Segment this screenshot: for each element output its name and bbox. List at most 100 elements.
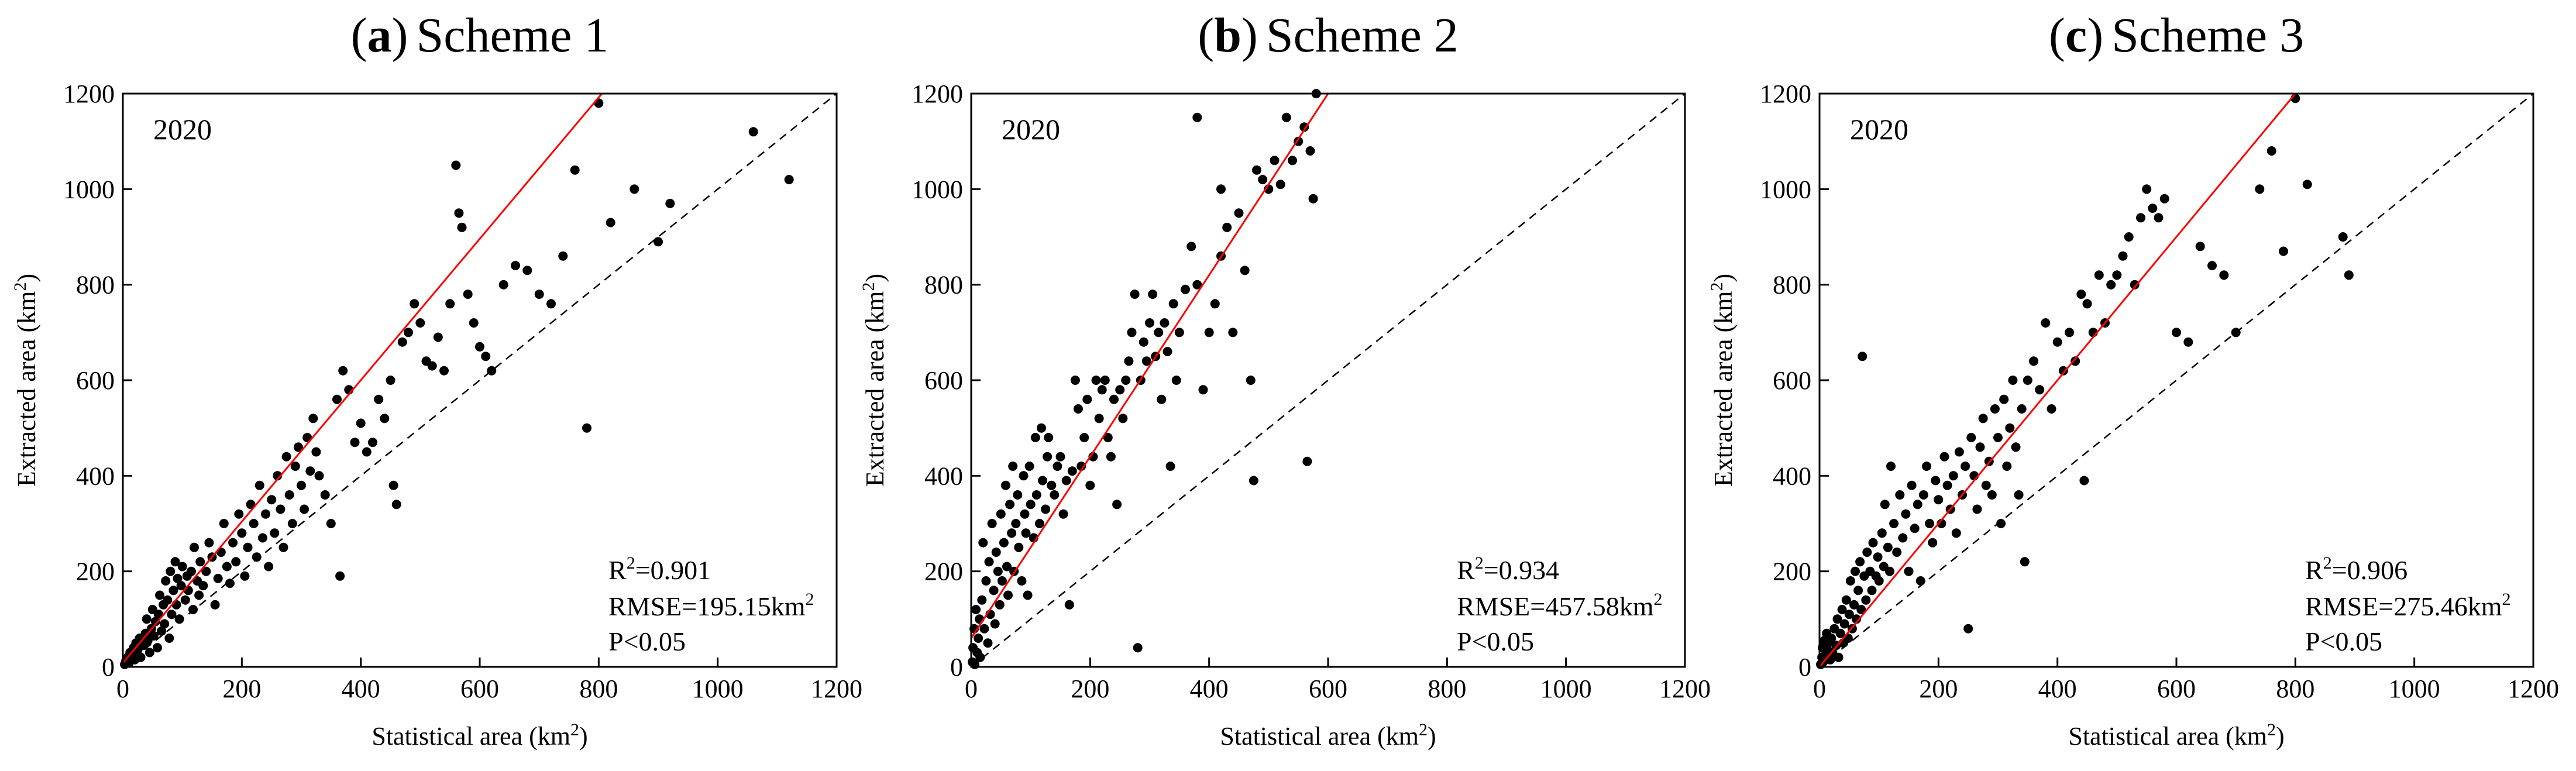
data-point <box>582 423 591 433</box>
data-point <box>267 495 277 505</box>
data-point <box>1021 528 1031 538</box>
data-point <box>1160 318 1170 328</box>
data-point <box>1106 452 1116 462</box>
data-point <box>1996 519 2006 528</box>
data-point <box>1053 462 1062 471</box>
data-point <box>1228 328 1238 338</box>
data-point <box>257 533 267 543</box>
data-point <box>1047 480 1057 490</box>
data-point <box>237 528 247 538</box>
data-point <box>1837 605 1847 614</box>
data-point <box>2338 232 2348 242</box>
data-point <box>1852 614 1861 624</box>
data-point <box>1216 184 1226 194</box>
x-tick-label: 400 <box>342 674 380 703</box>
data-point <box>1855 557 1865 567</box>
data-point <box>1044 433 1054 442</box>
data-point <box>2008 376 2018 385</box>
x-tick-label: 1000 <box>1540 674 1592 703</box>
data-point <box>201 566 211 576</box>
y-tick-label: 600 <box>1773 366 1811 395</box>
data-point <box>1030 433 1040 442</box>
data-point <box>665 198 675 208</box>
data-point <box>984 557 994 567</box>
data-point <box>2005 423 2015 433</box>
data-point <box>1910 524 1920 533</box>
data-point <box>2023 376 2032 385</box>
data-point <box>2035 385 2045 395</box>
data-point <box>308 414 318 424</box>
y-tick-label: 1000 <box>912 175 963 204</box>
data-point <box>1097 385 1107 395</box>
data-point <box>225 579 235 588</box>
y-axis-ticks: 0 200 400 600 800 1000 1200 <box>63 80 132 681</box>
data-point <box>1165 462 1175 471</box>
data-point <box>168 586 178 596</box>
data-point <box>1198 385 1208 395</box>
data-point <box>194 590 204 600</box>
data-point <box>276 504 286 514</box>
data-point <box>1937 519 1946 528</box>
data-point <box>594 98 604 108</box>
data-point <box>2172 328 2181 338</box>
data-point <box>1034 519 1044 528</box>
data-point <box>1966 433 1976 442</box>
y-axis-label: Extracted area (km2) <box>1707 274 1738 487</box>
panel-title: (a) Scheme 1 <box>351 8 609 63</box>
x-tick-label: 800 <box>2276 674 2314 703</box>
data-point <box>278 542 288 552</box>
data-point <box>2002 462 2012 471</box>
y-tick-label: 600 <box>924 366 963 395</box>
data-point <box>1145 318 1154 328</box>
data-point <box>160 619 170 629</box>
data-point <box>2029 356 2038 366</box>
data-point <box>1880 500 1890 510</box>
data-point <box>173 573 183 583</box>
data-point <box>243 542 253 552</box>
data-point <box>136 652 146 662</box>
panel-title: (c) Scheme 3 <box>2049 8 2304 63</box>
data-point <box>1942 480 1952 490</box>
data-point <box>1003 590 1013 600</box>
data-point <box>1186 242 1196 252</box>
rmse-stat: RMSE=457.58km2 <box>1457 590 1663 621</box>
y-tick-label: 0 <box>1798 653 1811 681</box>
y-tick-label: 1000 <box>1760 175 1811 204</box>
y-tick-label: 200 <box>924 557 963 586</box>
data-point <box>1999 394 2009 404</box>
data-point <box>198 581 208 591</box>
data-point <box>2106 280 2116 290</box>
data-point <box>374 394 384 404</box>
data-point <box>1978 414 1988 424</box>
x-tick-label: 600 <box>1309 674 1347 703</box>
data-point <box>204 538 214 548</box>
data-point <box>293 442 303 452</box>
y-tick-label: 400 <box>1773 462 1811 490</box>
data-point <box>971 605 981 614</box>
data-point <box>1023 590 1033 600</box>
data-point <box>997 576 1007 586</box>
data-point <box>335 571 345 581</box>
y-tick-label: 1200 <box>63 80 115 108</box>
data-point <box>1886 462 1896 471</box>
data-point <box>252 552 262 562</box>
data-point <box>1883 542 1893 552</box>
data-point <box>996 509 1006 519</box>
y-tick-label: 200 <box>1773 557 1811 586</box>
data-point <box>1981 480 1991 490</box>
data-point <box>1077 462 1086 471</box>
data-point <box>1141 356 1151 366</box>
data-point <box>1873 552 1883 562</box>
r2-stat: R2=0.906 <box>2305 553 2408 585</box>
y-axis-ticks: 0 200 400 600 800 1000 1200 <box>912 80 981 681</box>
data-point <box>300 504 309 514</box>
data-point <box>1050 490 1060 500</box>
data-point <box>1843 634 1853 643</box>
scatter-panel-b: (b) Scheme 2 0 200 400 600 800 1000 1200 0 200 40… <box>859 8 1711 751</box>
x-tick-label: 0 <box>965 674 978 703</box>
data-point <box>1246 376 1256 385</box>
data-point <box>1139 337 1148 347</box>
data-point <box>981 576 991 586</box>
data-point <box>149 631 159 641</box>
data-point <box>989 586 999 596</box>
